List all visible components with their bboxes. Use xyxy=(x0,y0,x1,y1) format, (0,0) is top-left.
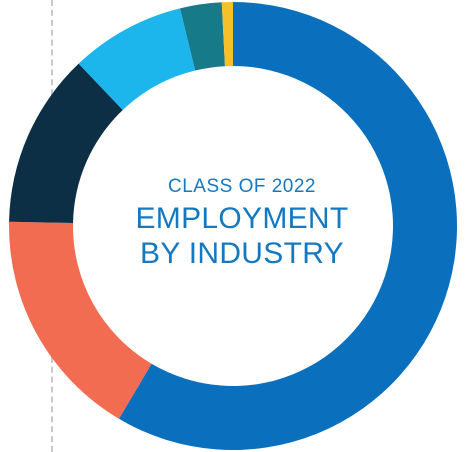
donut-slice-1 xyxy=(118,2,457,451)
donut-slice-3 xyxy=(9,63,123,223)
donut-slice-4 xyxy=(78,8,196,111)
donut-slices xyxy=(8,2,457,451)
donut-slice-2 xyxy=(8,221,152,419)
donut-slice-5 xyxy=(180,2,225,71)
donut-slice-6 xyxy=(221,2,233,67)
